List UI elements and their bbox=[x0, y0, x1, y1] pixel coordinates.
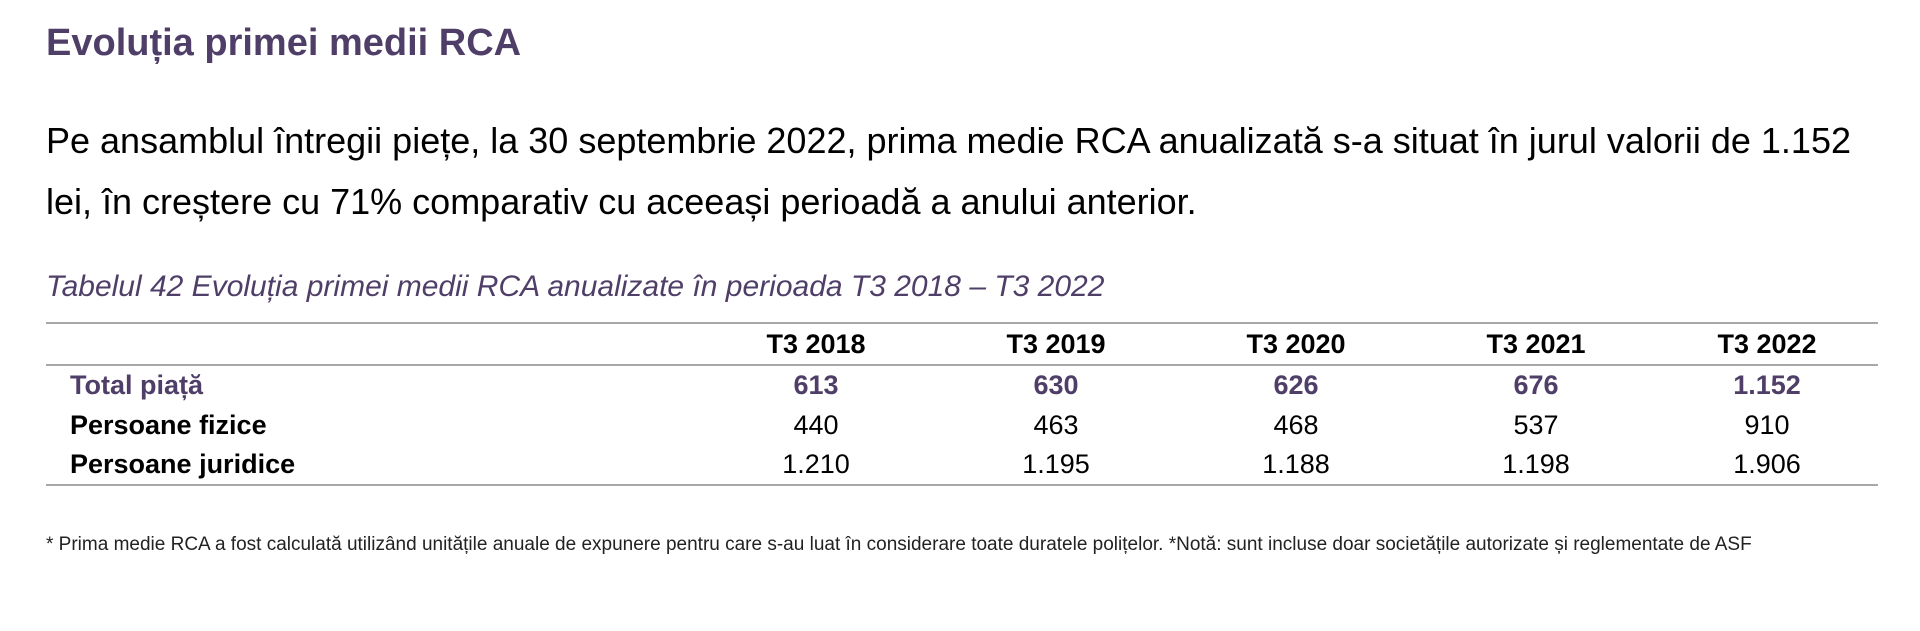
row-label: Persoane fizice bbox=[70, 409, 267, 440]
table-cell: 676 bbox=[1513, 370, 1559, 400]
table-cell: 1.152 bbox=[1733, 370, 1801, 400]
table-cell: 626 bbox=[1273, 370, 1319, 400]
table-row-total: Total piață 613 630 626 676 1.152 bbox=[46, 365, 1878, 405]
table-cell: 440 bbox=[793, 409, 839, 440]
column-header: T3 2021 bbox=[1416, 322, 1656, 366]
premium-table: T3 2018 T3 2019 T3 2020 T3 2021 T3 2022 … bbox=[46, 322, 1878, 486]
table-row-individuals: Persoane fizice 440 463 468 537 910 bbox=[46, 405, 1878, 445]
table-cell: 910 bbox=[1744, 409, 1790, 440]
table-cell: 630 bbox=[1033, 370, 1079, 400]
table-cell: 1.188 bbox=[1176, 445, 1416, 486]
table-cell: 1.195 bbox=[936, 445, 1176, 486]
header-empty bbox=[46, 322, 696, 366]
column-header: T3 2019 bbox=[936, 322, 1176, 366]
row-label: Persoane juridice bbox=[46, 445, 696, 486]
table-cell: 463 bbox=[1033, 409, 1079, 440]
table-cell: 468 bbox=[1273, 409, 1319, 440]
column-header: T3 2020 bbox=[1176, 322, 1416, 366]
section-heading: Evoluția primei medii RCA bbox=[46, 22, 522, 64]
column-header: T3 2022 bbox=[1656, 322, 1878, 366]
table-row-companies: Persoane juridice 1.210 1.195 1.188 1.19… bbox=[46, 445, 1878, 486]
footnote: * Prima medie RCA a fost calculată utili… bbox=[46, 534, 1752, 555]
table-cell: 613 bbox=[793, 370, 839, 400]
intro-paragraph: Pe ansamblul întregii piețe, la 30 septe… bbox=[46, 120, 1851, 222]
table-cell: 1.198 bbox=[1416, 445, 1656, 486]
column-header: T3 2018 bbox=[696, 322, 936, 366]
table-header-row: T3 2018 T3 2019 T3 2020 T3 2021 T3 2022 bbox=[46, 322, 1878, 366]
row-label: Total piață bbox=[70, 370, 204, 400]
table-cell: 537 bbox=[1513, 409, 1559, 440]
table-caption: Tabelul 42 Evoluția primei medii RCA anu… bbox=[46, 270, 1105, 303]
table-cell: 1.906 bbox=[1656, 445, 1878, 486]
table-cell: 1.210 bbox=[696, 445, 936, 486]
